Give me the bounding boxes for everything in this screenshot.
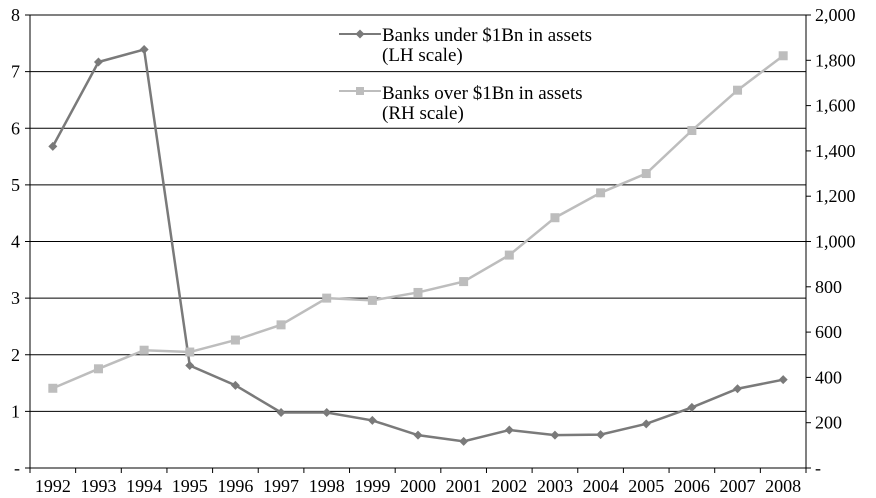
data-point <box>596 430 606 440</box>
legend-label-line2: (LH scale) <box>382 45 463 66</box>
legend-label-line2: (RH scale) <box>382 103 464 124</box>
data-point <box>550 213 560 223</box>
legend-swatch-marker <box>355 29 365 39</box>
right-tick-label: 1,600 <box>815 96 856 116</box>
left-tick-label: 8 <box>11 5 20 25</box>
right-tick-label: 1,200 <box>815 186 856 206</box>
right-tick-label: 600 <box>815 322 842 342</box>
right-tick-label: 800 <box>815 277 842 297</box>
data-point <box>185 347 195 357</box>
right-tick-label: - <box>815 458 821 478</box>
data-point <box>413 287 423 297</box>
x-tick-label: 2006 <box>674 476 710 496</box>
x-tick-label: 2003 <box>537 476 573 496</box>
series-banks-under-1bn <box>48 45 788 446</box>
data-point <box>778 51 788 61</box>
x-tick-label: 2005 <box>628 476 664 496</box>
x-tick-label: 2008 <box>765 476 801 496</box>
right-tick-label: 2,000 <box>815 5 856 25</box>
legend-label-line1: Banks over $1Bn in assets <box>382 83 583 104</box>
left-tick-label: 2 <box>11 345 20 365</box>
data-point <box>641 419 651 429</box>
data-point <box>687 402 697 412</box>
data-point <box>641 169 651 179</box>
data-point <box>230 335 240 345</box>
data-point <box>687 126 697 136</box>
x-tick-label: 1993 <box>80 476 116 496</box>
data-point <box>48 383 58 393</box>
x-tick-label: 1995 <box>172 476 208 496</box>
data-point <box>459 277 469 287</box>
data-point <box>322 408 332 418</box>
legend-entry-banks-over-1bn: Banks over $1Bn in assets (RH scale) <box>339 83 583 124</box>
data-point <box>596 188 606 198</box>
data-point <box>733 384 743 394</box>
left-tick-label: 7 <box>11 62 20 82</box>
data-point <box>459 436 469 446</box>
data-point <box>322 293 332 303</box>
data-point <box>93 57 103 67</box>
left-axis-ticks: - 1 2 3 4 5 6 7 8 <box>11 5 30 478</box>
x-tick-label: 1997 <box>263 476 299 496</box>
data-point <box>230 380 240 390</box>
right-tick-label: 1,000 <box>815 232 856 252</box>
x-tick-label: 2004 <box>583 476 619 496</box>
left-tick-label: 5 <box>11 175 20 195</box>
data-point <box>504 250 514 260</box>
right-tick-label: 200 <box>815 413 842 433</box>
legend: Banks under $1Bn in assets (LH scale) Ba… <box>339 25 592 124</box>
left-tick-label: - <box>14 458 20 478</box>
right-tick-label: 1,800 <box>815 50 856 70</box>
legend-swatch-marker <box>356 87 364 95</box>
data-point <box>550 430 560 440</box>
data-point <box>139 45 149 55</box>
data-point <box>276 320 286 330</box>
data-point <box>778 375 788 385</box>
legend-label-line1: Banks under $1Bn in assets <box>382 25 592 46</box>
data-point <box>413 430 423 440</box>
x-tick-label: 2002 <box>491 476 527 496</box>
left-tick-label: 3 <box>11 288 20 308</box>
x-tick-label: 1999 <box>354 476 390 496</box>
data-point <box>139 345 149 355</box>
x-tick-label: 2000 <box>400 476 436 496</box>
data-point <box>48 141 58 151</box>
left-tick-label: 6 <box>11 118 20 138</box>
x-tick-label: 1994 <box>126 476 162 496</box>
right-tick-label: 1,400 <box>815 141 856 161</box>
right-tick-label: 400 <box>815 367 842 387</box>
x-axis-ticks: 1992 1993 1994 1995 1996 1997 1998 1999 2000 2001… <box>29 468 807 496</box>
data-point <box>276 408 286 418</box>
legend-entry-banks-under-1bn: Banks under $1Bn in assets (LH scale) <box>339 25 592 66</box>
x-tick-label: 2001 <box>446 476 482 496</box>
x-tick-label: 1992 <box>35 476 71 496</box>
x-tick-label: 2007 <box>720 476 756 496</box>
data-point <box>367 415 377 425</box>
series-banks-over-1bn <box>48 51 788 393</box>
data-point <box>367 295 377 305</box>
left-tick-label: 4 <box>11 232 20 252</box>
right-axis-ticks: - 200 400 600 800 1,000 1,200 1,400 1,600 1,800 2,… <box>806 5 856 478</box>
data-point <box>733 85 743 95</box>
data-point <box>185 361 195 371</box>
x-tick-label: 1996 <box>217 476 253 496</box>
data-point <box>504 425 514 435</box>
data-point <box>93 364 103 374</box>
left-tick-label: 1 <box>11 401 20 421</box>
x-tick-label: 1998 <box>309 476 345 496</box>
gridlines <box>30 14 806 412</box>
